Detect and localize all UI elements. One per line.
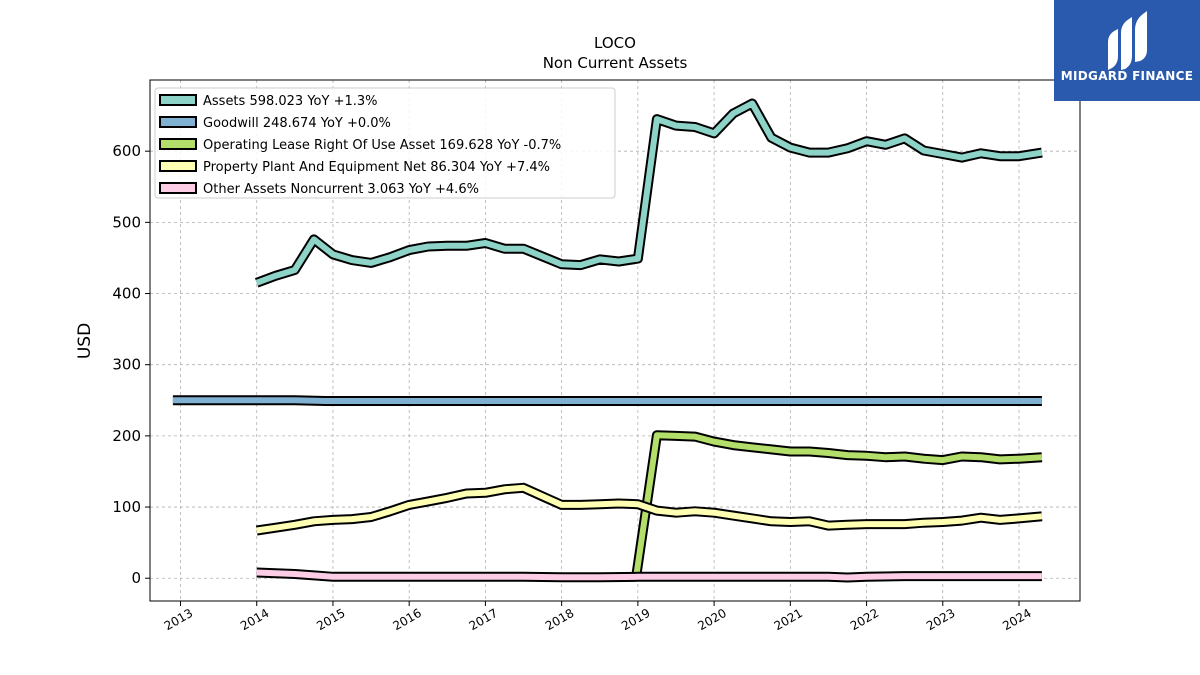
logo-text: MIDGARD FINANCE [1061,69,1193,83]
legend-label: Property Plant And Equipment Net 86.304 … [203,160,550,175]
legend-label: Goodwill 248.674 YoY +0.0% [203,116,391,131]
chart-subtitle: Non Current Assets [543,54,688,72]
x-tick-label: 2023 [924,606,957,633]
legend-swatch [159,160,197,172]
x-tick-label: 2019 [619,606,652,633]
series-layer [172,98,1043,583]
legend-item-other-assets-noncurrent: Other Assets Noncurrent 3.063 YoY +4.6% [159,182,479,197]
series-line-other-assets-noncurrent [256,569,1042,581]
series-line-assets [255,100,1043,286]
legend-swatch [159,182,197,194]
legend-swatch [159,138,197,150]
axis-layer: 0 100 200 300 400 500 600 2013 2014 2015 2016 2017 2… [112,142,1033,633]
y-tick-label: 400 [112,285,141,303]
y-tick-label: 600 [112,142,141,160]
legend-item-operating-lease-right-of-use-asset: Operating Lease Right Of Use Asset 169.6… [159,138,561,153]
y-tick-label: 100 [112,498,141,516]
chart-title: LOCO [594,34,636,52]
legend: Assets 598.023 YoY +1.3% Goodwill 248.674… [154,87,616,199]
x-tick-label: 2017 [467,606,500,633]
legend-item-goodwill: Goodwill 248.674 YoY +0.0% [159,116,391,131]
x-tick-label: 2016 [390,606,423,633]
y-tick-label: 0 [131,569,141,587]
legend-item-property-plant-and-equipment-net: Property Plant And Equipment Net 86.304 … [159,160,550,175]
x-tick-label: 2022 [848,606,881,633]
legend-box [154,87,616,199]
legend-swatch [159,116,197,128]
y-axis-label: USD [75,323,95,359]
y-tick-label: 300 [112,356,141,374]
x-tick-label: 2020 [695,606,728,633]
x-tick-label: 2024 [1000,606,1033,633]
legend-item-assets: Assets 598.023 YoY +1.3% [159,94,378,109]
legend-label: Assets 598.023 YoY +1.3% [203,94,378,109]
plot-frame [149,79,1081,602]
legend-label: Other Assets Noncurrent 3.063 YoY +4.6% [203,182,479,197]
series-line-operating-lease-right-of-use-asset [632,432,1043,581]
y-tick-label: 200 [112,427,141,445]
series-line-property-plant-and-equipment-net [256,484,1043,534]
x-tick-label: 2014 [238,606,271,633]
series-line-goodwill [172,397,1042,404]
legend-swatch [159,94,197,106]
x-tick-label: 2021 [772,606,805,633]
x-tick-label: 2013 [162,606,195,633]
logo-mark-icon [1108,11,1147,70]
y-tick-label: 500 [112,213,141,231]
x-tick-label: 2018 [543,606,576,633]
x-tick-label: 2015 [314,606,347,633]
midgard-finance-logo: MIDGARD FINANCE [1054,0,1200,101]
legend-label: Operating Lease Right Of Use Asset 169.6… [203,138,561,153]
